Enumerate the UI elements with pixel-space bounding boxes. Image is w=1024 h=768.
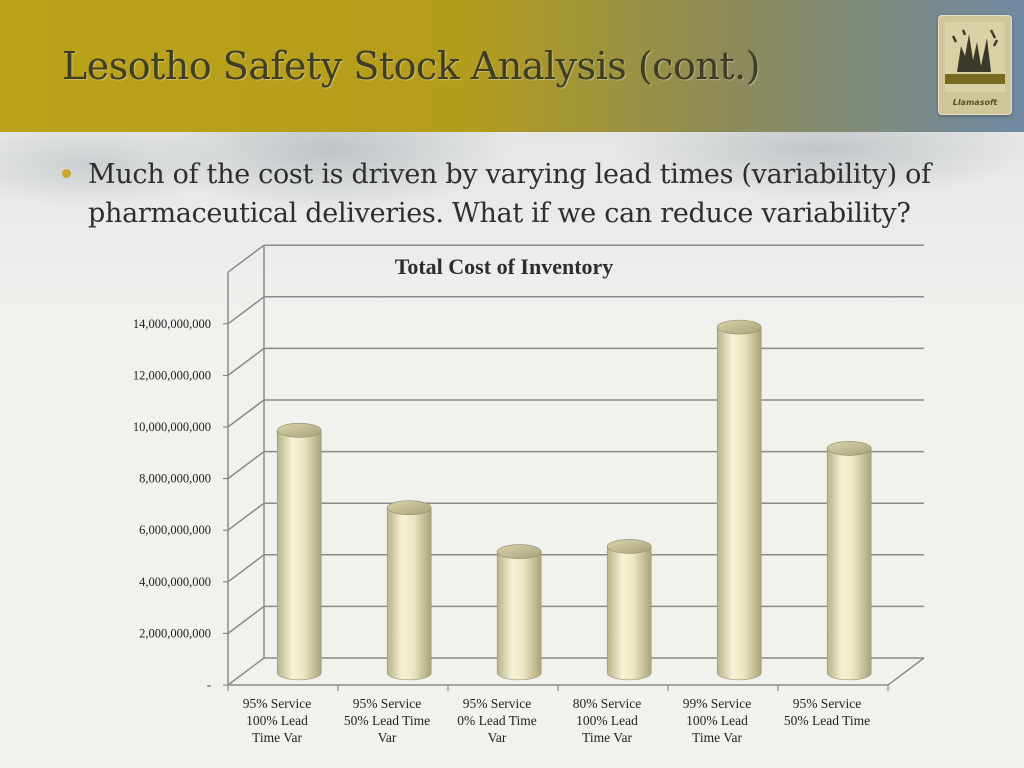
x-tick-label-line: Time Var <box>582 730 632 745</box>
x-tick-label: 95% Service 100% Lead Time Var <box>243 696 312 745</box>
gridline-side <box>227 605 265 635</box>
x-tick-label-line: Time Var <box>252 730 302 745</box>
bar-body <box>276 430 322 681</box>
y-tick-label: 14,000,000,000 <box>133 317 211 331</box>
x-tick-label-line: 100% Lead <box>576 713 638 728</box>
gridline-side <box>227 502 265 531</box>
x-tick-label-line: 80% Service <box>573 696 642 711</box>
y-tick-label: 8,000,000,000 <box>139 472 211 486</box>
x-tick-label-line: 95% Service <box>243 696 312 711</box>
header-band <box>0 0 1024 132</box>
gridline-side <box>227 347 265 376</box>
bar-top <box>496 544 542 559</box>
y-tick-label: - <box>207 678 211 692</box>
bullet-text: Much of the cost is driven by varying le… <box>88 159 931 229</box>
bar-top <box>826 441 872 456</box>
x-tick-label-line: 95% Service <box>353 696 422 711</box>
x-tick-label-line: 100% Lead <box>246 713 308 728</box>
y-tick-label: 2,000,000,000 <box>139 626 211 640</box>
x-tick-label-line: 100% Lead <box>686 713 748 728</box>
gridline-side <box>227 451 265 480</box>
bars <box>276 319 872 681</box>
tick-labels: - 2,000,000,000 4,000,000,000 6,000,000,000… <box>133 317 870 745</box>
x-tick-label-line: 95% Service <box>793 696 862 711</box>
chart-title: Total Cost of Inventory <box>394 254 614 279</box>
x-tick-label-line: 50% Lead Time <box>784 713 870 728</box>
floor-edge <box>887 657 925 686</box>
x-tick-label-line: 50% Lead Time <box>344 713 430 728</box>
x-tick-label: 95% Service 50% Lead Time Var <box>344 696 430 745</box>
bar <box>496 544 542 681</box>
x-tick-label: 95% Service 0% Lead Time Var <box>457 696 537 745</box>
bar-body <box>716 326 762 681</box>
llamasoft-logo: Llamasoft <box>938 15 1012 115</box>
x-tick-label-line: 0% Lead Time <box>457 713 537 728</box>
bar-body <box>826 448 872 681</box>
bar-top <box>276 423 322 438</box>
bar <box>276 423 322 681</box>
gridline-side <box>227 554 265 583</box>
bar <box>716 319 762 681</box>
bar-top <box>386 500 432 516</box>
gridline-side <box>227 657 265 686</box>
bar <box>386 500 432 681</box>
axes <box>227 245 925 691</box>
bar-body <box>606 546 652 681</box>
x-tick-label-line: Var <box>488 730 507 745</box>
logo-text: Llamasoft <box>952 98 998 107</box>
bar-top <box>606 539 652 554</box>
x-tick-label-line: 95% Service <box>463 696 532 711</box>
slide-title: Lesotho Safety Stock Analysis (cont.) <box>62 44 761 88</box>
x-tick-label: 95% Service 50% Lead Time <box>784 696 870 728</box>
bar-body <box>496 551 542 681</box>
gridline-side <box>227 296 265 325</box>
gridline-side <box>227 244 265 273</box>
x-tick-label-line: Time Var <box>692 730 742 745</box>
y-tick-label: 10,000,000,000 <box>133 420 211 434</box>
bar <box>606 539 652 681</box>
gridlines <box>223 244 924 686</box>
bar <box>826 441 872 681</box>
x-tick-label: 80% Service 100% Lead Time Var <box>573 696 642 745</box>
bullet-marker <box>62 169 71 178</box>
y-tick-label: 12,000,000,000 <box>133 368 211 382</box>
x-tick-label-line: Var <box>378 730 397 745</box>
x-tick-label: 99% Service 100% Lead Time Var <box>683 696 752 745</box>
y-tick-label: 4,000,000,000 <box>139 575 211 589</box>
gridline-side <box>227 399 265 428</box>
bar-top <box>716 319 762 335</box>
bar-body <box>386 507 432 681</box>
x-tick-label-line: 99% Service <box>683 696 752 711</box>
y-tick-label: 6,000,000,000 <box>139 523 211 537</box>
